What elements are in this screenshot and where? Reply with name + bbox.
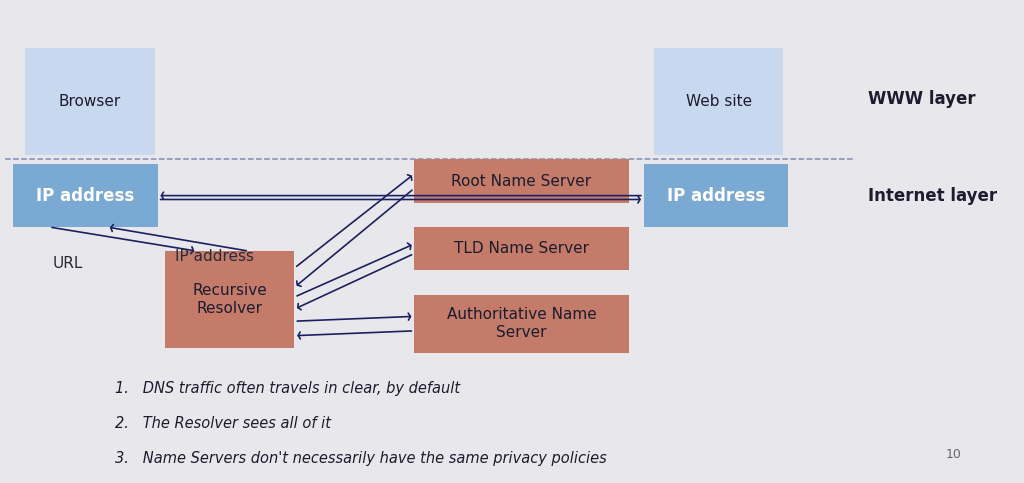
Text: URL: URL [52,256,83,271]
Text: IP address: IP address [36,186,134,205]
Text: Root Name Server: Root Name Server [452,173,592,189]
Text: WWW layer: WWW layer [868,90,976,108]
Text: 1.   DNS traffic often travels in clear, by default: 1. DNS traffic often travels in clear, b… [115,381,460,397]
FancyBboxPatch shape [414,295,629,353]
FancyBboxPatch shape [653,48,783,155]
FancyBboxPatch shape [165,251,295,348]
FancyBboxPatch shape [414,227,629,270]
Text: Web site: Web site [685,94,752,109]
Text: Internet layer: Internet layer [868,186,997,205]
Text: 3.   Name Servers don't necessarily have the same privacy policies: 3. Name Servers don't necessarily have t… [115,451,606,466]
Text: IP address: IP address [667,186,765,205]
FancyBboxPatch shape [13,164,158,227]
Text: Authoritative Name
Server: Authoritative Name Server [446,307,596,340]
Text: Recursive
Resolver: Recursive Resolver [193,283,267,316]
FancyBboxPatch shape [644,164,788,227]
FancyBboxPatch shape [25,48,155,155]
Text: TLD Name Server: TLD Name Server [454,241,589,256]
FancyBboxPatch shape [414,159,629,203]
Text: 10: 10 [945,449,962,461]
Text: Browser: Browser [58,94,121,109]
Text: IP address: IP address [175,249,254,265]
Text: 2.   The Resolver sees all of it: 2. The Resolver sees all of it [115,416,331,431]
